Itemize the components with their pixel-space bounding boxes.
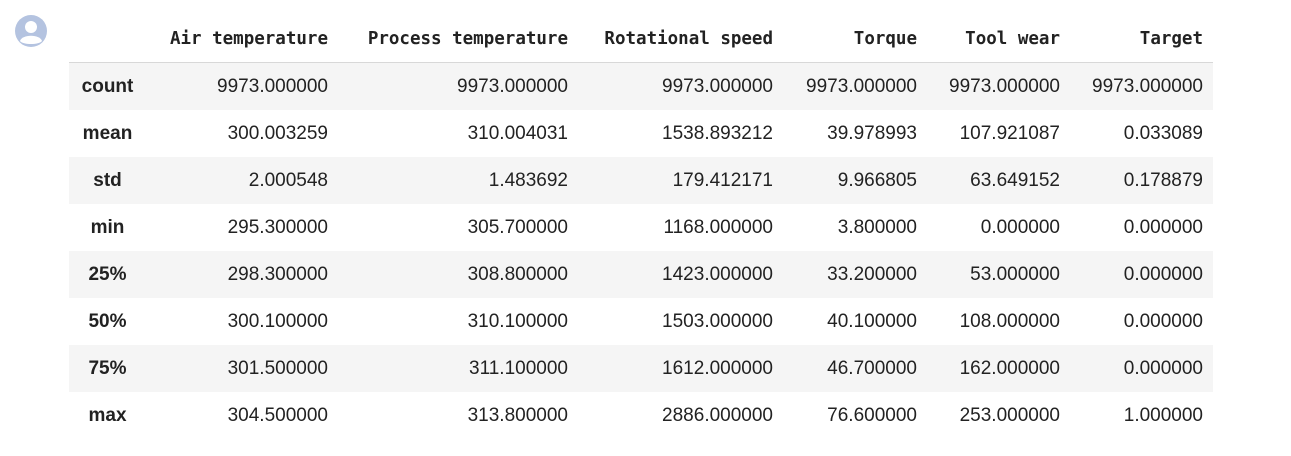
table-row: min 295.300000 305.700000 1168.000000 3.8000… xyxy=(69,204,1213,251)
table-row: std 2.000548 1.483692 179.412171 9.966805 63.… xyxy=(69,157,1213,204)
table-cell: 305.700000 xyxy=(467,216,568,238)
table-cell: 308.800000 xyxy=(467,263,568,285)
table-row: 75% 301.500000 311.100000 1612.000000 46.700… xyxy=(69,345,1213,392)
table-cell: 9973.000000 xyxy=(662,75,773,97)
row-label: std xyxy=(93,169,122,191)
table-cell: 253.000000 xyxy=(959,404,1060,426)
table-cell: 9973.000000 xyxy=(1092,75,1203,97)
table-cell: 108.000000 xyxy=(959,310,1060,332)
table-cell: 304.500000 xyxy=(227,404,328,426)
table-cell: 107.921087 xyxy=(959,122,1060,144)
index-header xyxy=(69,16,146,63)
dataframe-output: Air temperature Process temperature Rota… xyxy=(69,16,1213,439)
table-cell: 0.000000 xyxy=(1123,310,1203,332)
table-cell: 40.100000 xyxy=(827,310,917,332)
table-cell: 2886.000000 xyxy=(662,404,773,426)
table-cell: 9973.000000 xyxy=(217,75,328,97)
table-cell: 1612.000000 xyxy=(662,357,773,379)
row-label: min xyxy=(90,216,125,238)
user-avatar-icon xyxy=(15,15,47,47)
table-cell: 1.000000 xyxy=(1123,404,1203,426)
table-cell: 300.100000 xyxy=(227,310,328,332)
table-row: 25% 298.300000 308.800000 1423.000000 33.200… xyxy=(69,251,1213,298)
row-label: count xyxy=(81,75,134,97)
table-cell: 0.000000 xyxy=(1123,357,1203,379)
table-body: count 9973.000000 9973.000000 9973.000000 99… xyxy=(69,62,1213,439)
table-cell: 0.000000 xyxy=(980,216,1060,238)
table-cell: 0.000000 xyxy=(1123,263,1203,285)
table-cell: 300.003259 xyxy=(227,122,328,144)
table-cell: 311.100000 xyxy=(469,357,568,379)
header-row: Air temperature Process temperature Rota… xyxy=(69,16,1213,63)
row-label: max xyxy=(88,404,127,426)
column-header: Tool wear xyxy=(927,16,1070,63)
table-cell: 1.483692 xyxy=(488,169,568,191)
table-cell: 9973.000000 xyxy=(457,75,568,97)
table-cell: 53.000000 xyxy=(970,263,1060,285)
table-row: mean 300.003259 310.004031 1538.893212 39.97… xyxy=(69,110,1213,157)
column-header: Torque xyxy=(783,16,927,63)
table-cell: 313.800000 xyxy=(467,404,568,426)
table-cell: 39.978993 xyxy=(827,122,917,144)
table-cell: 0.000000 xyxy=(1123,216,1203,238)
table-cell: 76.600000 xyxy=(827,404,917,426)
table-cell: 1503.000000 xyxy=(662,310,773,332)
table-cell: 33.200000 xyxy=(827,263,917,285)
table-cell: 1538.893212 xyxy=(662,122,773,144)
table-row: 50% 300.100000 310.100000 1503.000000 40.100… xyxy=(69,298,1213,345)
table-row: count 9973.000000 9973.000000 9973.000000 99… xyxy=(69,62,1213,110)
table-cell: 162.000000 xyxy=(959,357,1060,379)
row-label: mean xyxy=(82,122,133,144)
column-header: Rotational speed xyxy=(578,16,783,63)
column-header: Target xyxy=(1070,16,1213,63)
table-cell: 2.000548 xyxy=(248,169,328,191)
table-cell: 310.100000 xyxy=(467,310,568,332)
table-cell: 1423.000000 xyxy=(662,263,773,285)
table-cell: 3.800000 xyxy=(837,216,917,238)
table-cell: 9973.000000 xyxy=(949,75,1060,97)
table-cell: 179.412171 xyxy=(672,169,773,191)
column-header: Air temperature xyxy=(146,16,338,63)
table-cell: 46.700000 xyxy=(827,357,917,379)
table-cell: 298.300000 xyxy=(227,263,328,285)
row-label: 25% xyxy=(88,263,127,285)
table-cell: 0.033089 xyxy=(1123,122,1203,144)
table-cell: 63.649152 xyxy=(970,169,1060,191)
table-cell: 0.178879 xyxy=(1123,169,1203,191)
table-cell: 9973.000000 xyxy=(806,75,917,97)
table-row: max 304.500000 313.800000 2886.000000 76.600… xyxy=(69,392,1213,439)
table-cell: 9.966805 xyxy=(837,169,917,191)
table-cell: 295.300000 xyxy=(227,216,328,238)
row-label: 75% xyxy=(88,357,127,379)
table-cell: 310.004031 xyxy=(467,122,568,144)
table-cell: 301.500000 xyxy=(227,357,328,379)
describe-table: Air temperature Process temperature Rota… xyxy=(69,16,1213,439)
table-cell: 1168.000000 xyxy=(663,216,773,238)
column-header: Process temperature xyxy=(338,16,578,63)
row-label: 50% xyxy=(88,310,127,332)
